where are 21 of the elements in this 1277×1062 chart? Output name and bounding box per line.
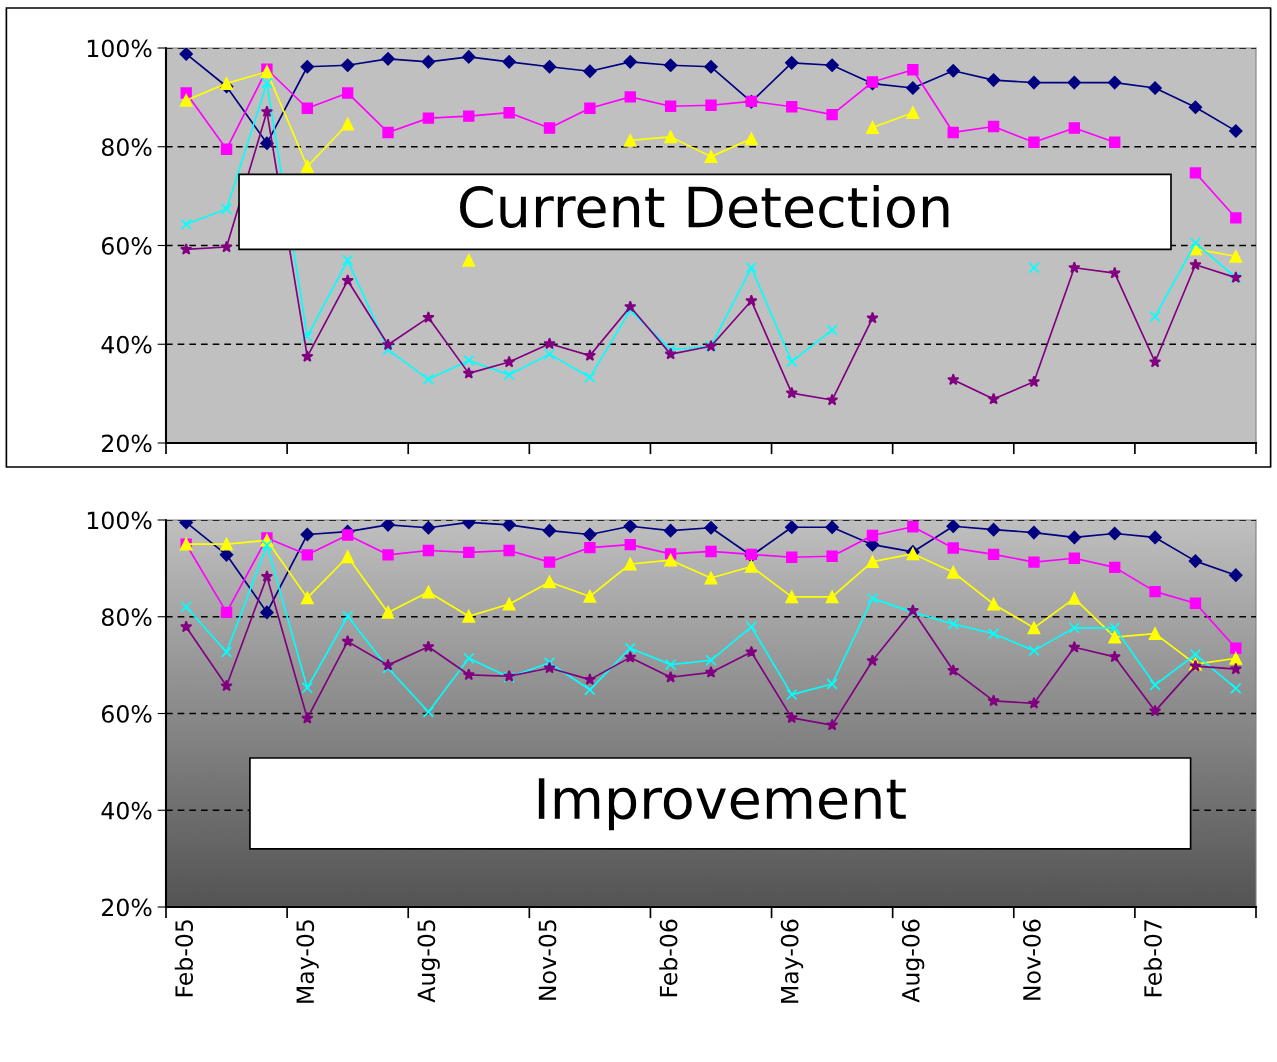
y-tick-label: 40% xyxy=(101,801,152,820)
x-tick-label: Feb-05 xyxy=(174,920,194,997)
y-tick-label: 20% xyxy=(102,898,152,917)
x-tick-label: Nov-05 xyxy=(538,920,557,1000)
x-tick-label: May-05 xyxy=(296,920,319,1003)
y-tick-label: 100% xyxy=(87,511,152,530)
annotation: Current Detection xyxy=(460,185,949,229)
y-tick-label: 60% xyxy=(101,704,152,723)
y-tick-label: 80% xyxy=(101,608,152,627)
y-tick-label: 60% xyxy=(101,236,152,255)
x-tick-label: Feb-06 xyxy=(659,919,678,997)
annotation: Improvement xyxy=(538,778,906,831)
y-tick-label: 20% xyxy=(102,434,152,453)
y-tick-label: 40% xyxy=(101,335,152,354)
x-tick-label: Feb-07 xyxy=(1143,920,1162,997)
x-tick-label: Nov-06 xyxy=(1022,919,1041,1000)
x-tick-label: Aug-05 xyxy=(417,920,440,1003)
x-tick-label: May-06 xyxy=(780,919,804,1003)
y-tick-label: 100% xyxy=(87,39,152,58)
x-tick-label: Aug-06 xyxy=(901,919,925,1003)
y-tick-label: 80% xyxy=(101,138,152,157)
